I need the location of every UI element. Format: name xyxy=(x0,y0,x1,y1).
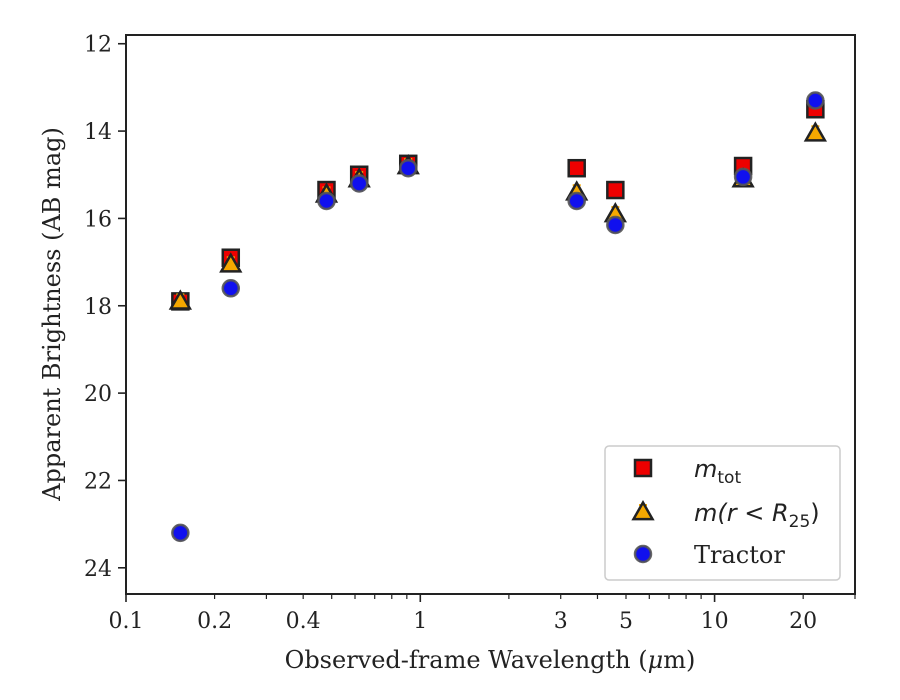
x-tick-label: 10 xyxy=(701,609,729,634)
x-tick-label: 0.2 xyxy=(197,609,232,634)
series-0 xyxy=(171,99,825,311)
x-axis-label: Observed-frame Wavelength (μm) xyxy=(285,646,696,674)
y-tick-label: 14 xyxy=(84,120,112,145)
x-axis-label-pre: Observed-frame Wavelength ( xyxy=(285,646,648,674)
legend-label-2: Tractor xyxy=(694,541,785,569)
data-marks xyxy=(168,91,828,543)
legend-label-1: m(r < R25) xyxy=(694,499,820,532)
x-axis: 0.1 0.2 0.4 1 3 5 10 20 xyxy=(109,594,856,634)
x-axis-label-mu: μ xyxy=(648,646,664,674)
x-tick-label: 0.1 xyxy=(109,609,144,634)
legend-marker-square xyxy=(633,458,653,478)
x-tick-label: 20 xyxy=(789,609,817,634)
legend-text-end: ) xyxy=(810,499,819,527)
series-2 xyxy=(171,91,825,543)
legend-marker-circle xyxy=(633,544,653,564)
data-point-circle xyxy=(349,174,369,193)
y-tick-label: 16 xyxy=(84,207,112,232)
legend-label-0: mtot xyxy=(694,455,741,488)
data-point-circle xyxy=(317,191,336,211)
x-tick-label: 0.4 xyxy=(286,609,321,634)
legend-marker-triangle xyxy=(631,499,655,521)
legend: mtot m(r < R25) Tractor xyxy=(604,445,841,581)
legend-text: m(r < R xyxy=(694,499,789,527)
legend-text: Tractor xyxy=(694,541,785,569)
data-point-square xyxy=(606,180,625,200)
y-tick-label: 18 xyxy=(84,295,112,320)
x-axis-label-post: m) xyxy=(663,646,695,674)
data-point-triangle xyxy=(168,289,193,310)
data-point-square xyxy=(567,158,586,178)
data-point-circle xyxy=(171,523,190,543)
y-tick-label: 24 xyxy=(84,557,112,582)
legend-box xyxy=(604,445,841,581)
data-point-triangle xyxy=(803,121,828,142)
data-point-circle xyxy=(606,215,625,235)
data-point-circle xyxy=(567,191,586,211)
x-tick-label: 1 xyxy=(413,609,427,634)
y-tick-label: 12 xyxy=(84,33,112,58)
y-tick-label: 22 xyxy=(84,469,112,494)
legend-subscript: 25 xyxy=(789,512,811,532)
data-point-circle xyxy=(398,158,418,178)
legend-subscript: tot xyxy=(717,468,741,488)
x-tick-label: 5 xyxy=(619,609,633,634)
y-axis-label: Apparent Brightness (AB mag) xyxy=(38,127,66,502)
data-point-circle xyxy=(806,91,825,110)
y-tick-label: 20 xyxy=(84,382,112,407)
legend-text: m xyxy=(694,455,717,483)
series-1 xyxy=(168,121,828,310)
data-point-triangle xyxy=(219,252,243,273)
x-tick-label: 3 xyxy=(554,609,568,634)
data-point-circle xyxy=(221,279,241,298)
plot-frame xyxy=(125,34,856,595)
data-point-circle xyxy=(733,167,753,187)
y-axis: 12 14 16 18 20 22 24 xyxy=(84,33,126,582)
